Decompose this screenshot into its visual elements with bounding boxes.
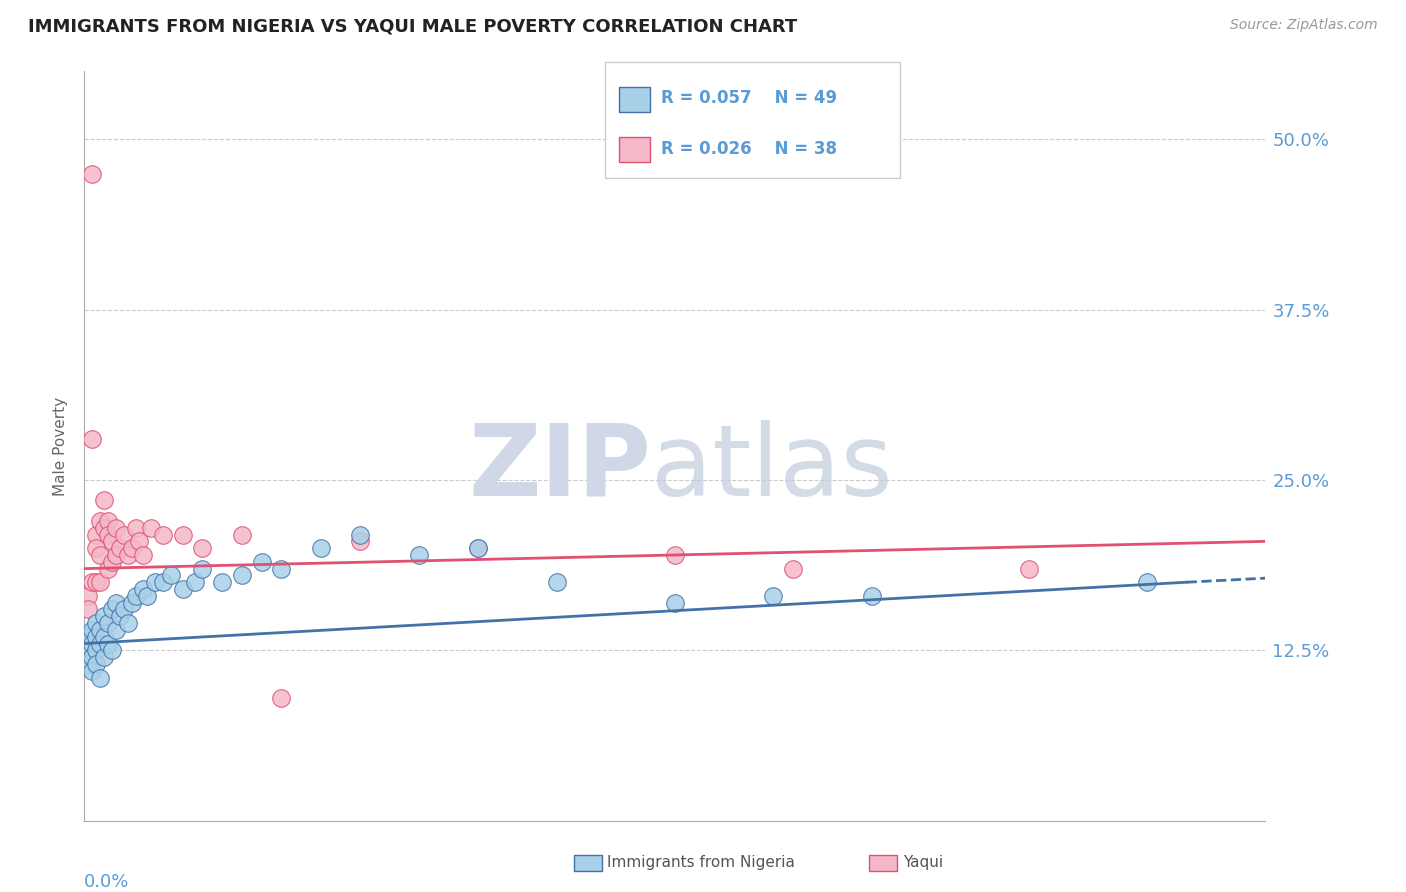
Point xyxy=(77,589,100,603)
Point xyxy=(93,521,115,535)
Point xyxy=(762,589,785,603)
Point xyxy=(183,575,205,590)
Point xyxy=(82,623,104,637)
Point xyxy=(82,167,104,181)
Point xyxy=(108,541,131,556)
Point xyxy=(89,623,111,637)
Point xyxy=(89,548,111,562)
Point xyxy=(84,575,107,590)
Point xyxy=(1018,561,1040,575)
Point xyxy=(104,623,127,637)
Point xyxy=(152,575,174,590)
Point xyxy=(101,555,124,569)
Point xyxy=(77,602,100,616)
Point xyxy=(101,643,124,657)
Point xyxy=(84,616,107,631)
Point xyxy=(132,582,155,596)
Text: atlas: atlas xyxy=(651,420,893,517)
Point xyxy=(82,432,104,446)
Point xyxy=(117,548,139,562)
Point xyxy=(136,589,159,603)
Point xyxy=(270,691,292,706)
Point xyxy=(250,555,273,569)
Point xyxy=(93,630,115,644)
Point xyxy=(82,575,104,590)
Point xyxy=(191,541,214,556)
Point xyxy=(84,527,107,541)
Point xyxy=(93,493,115,508)
Point xyxy=(97,527,120,541)
Point xyxy=(121,541,143,556)
Point xyxy=(112,527,135,541)
Point xyxy=(117,616,139,631)
Point xyxy=(160,568,183,582)
Point xyxy=(101,534,124,549)
Point xyxy=(84,643,107,657)
Point xyxy=(172,527,194,541)
Point xyxy=(860,589,883,603)
Text: Source: ZipAtlas.com: Source: ZipAtlas.com xyxy=(1230,18,1378,32)
Point xyxy=(467,541,489,556)
Point xyxy=(89,575,111,590)
Point xyxy=(82,650,104,665)
Point xyxy=(664,596,686,610)
Point xyxy=(77,643,100,657)
Text: R = 0.026    N = 38: R = 0.026 N = 38 xyxy=(661,140,837,158)
Point xyxy=(124,589,146,603)
Point xyxy=(84,657,107,671)
Y-axis label: Male Poverty: Male Poverty xyxy=(53,396,69,496)
Point xyxy=(231,527,253,541)
Point xyxy=(104,596,127,610)
Text: Immigrants from Nigeria: Immigrants from Nigeria xyxy=(607,855,796,870)
Point xyxy=(82,664,104,678)
Point xyxy=(112,602,135,616)
Point xyxy=(121,596,143,610)
Point xyxy=(93,609,115,624)
Point xyxy=(82,636,104,650)
Point xyxy=(132,548,155,562)
Point xyxy=(1136,575,1159,590)
Text: ZIP: ZIP xyxy=(468,420,651,517)
Point xyxy=(104,521,127,535)
Text: IMMIGRANTS FROM NIGERIA VS YAQUI MALE POVERTY CORRELATION CHART: IMMIGRANTS FROM NIGERIA VS YAQUI MALE PO… xyxy=(28,18,797,36)
Text: R = 0.057    N = 49: R = 0.057 N = 49 xyxy=(661,89,837,107)
Point xyxy=(77,657,100,671)
Point xyxy=(191,561,214,575)
Text: 0.0%: 0.0% xyxy=(84,873,129,891)
Point xyxy=(104,548,127,562)
Point xyxy=(77,630,100,644)
Point xyxy=(231,568,253,582)
Point xyxy=(97,514,120,528)
Point xyxy=(97,561,120,575)
Point xyxy=(349,534,371,549)
Point xyxy=(108,609,131,624)
Point xyxy=(467,541,489,556)
Point xyxy=(84,541,107,556)
Point xyxy=(270,561,292,575)
Point xyxy=(172,582,194,596)
Point xyxy=(101,602,124,616)
Point xyxy=(546,575,568,590)
Point xyxy=(152,527,174,541)
Point xyxy=(141,521,163,535)
Point xyxy=(664,548,686,562)
Point xyxy=(309,541,332,556)
Point xyxy=(97,616,120,631)
Point xyxy=(89,514,111,528)
Point xyxy=(211,575,233,590)
Point xyxy=(349,527,371,541)
Point xyxy=(97,636,120,650)
Point xyxy=(143,575,166,590)
Point xyxy=(89,671,111,685)
Text: Yaqui: Yaqui xyxy=(903,855,943,870)
Point xyxy=(124,521,146,535)
Point xyxy=(84,630,107,644)
Point xyxy=(93,650,115,665)
Point xyxy=(128,534,150,549)
Point xyxy=(408,548,430,562)
Point xyxy=(782,561,804,575)
Point xyxy=(89,636,111,650)
